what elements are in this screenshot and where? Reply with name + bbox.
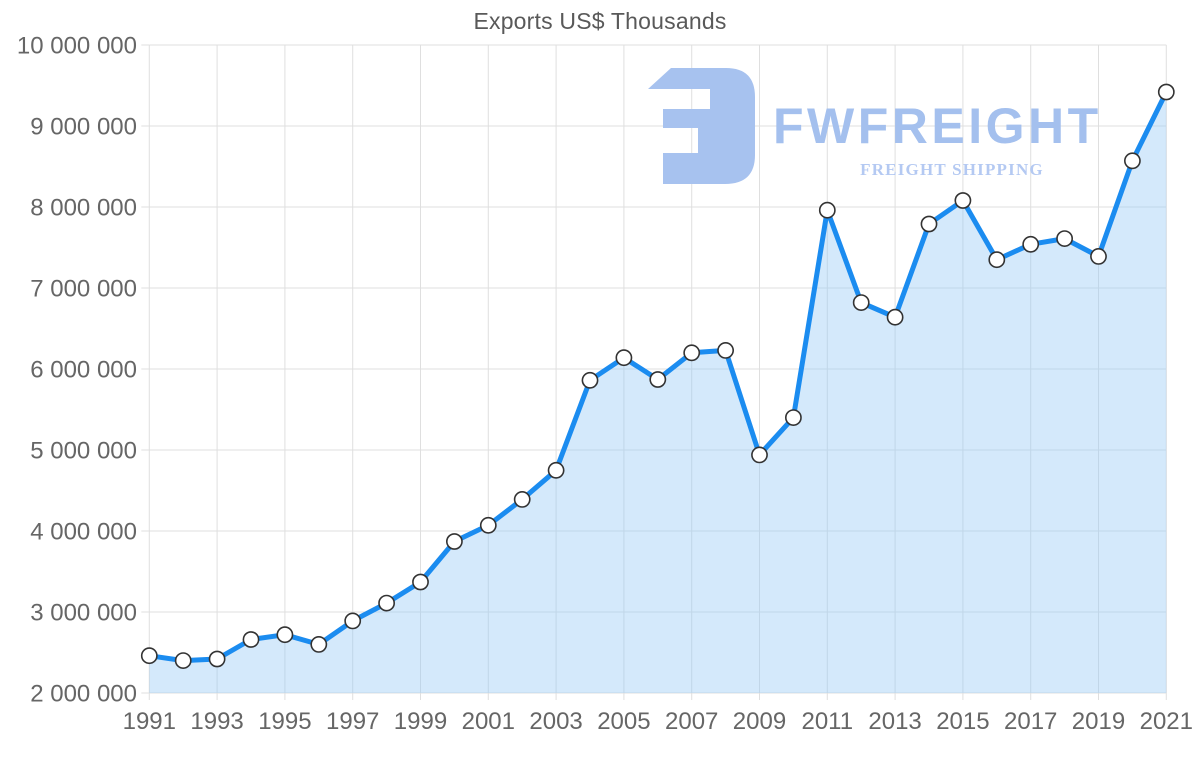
data-point-marker[interactable]: [785, 409, 802, 426]
x-axis-tick-label: 2019: [1072, 708, 1125, 735]
data-point-marker[interactable]: [1124, 152, 1141, 170]
data-point-marker[interactable]: [751, 446, 768, 464]
x-axis-tick-label: 1991: [123, 708, 176, 735]
grid-layer: [141, 44, 1167, 700]
y-axis-labels: 2 000 000 3 000 000 4 000 000 5 000 000 6 00…: [17, 33, 137, 708]
y-axis-tick-label: 4 000 000: [30, 519, 137, 546]
chart-title: Exports US$ Thousands: [473, 8, 727, 34]
data-point-markers: [140, 83, 1175, 669]
data-point-marker[interactable]: [954, 192, 972, 209]
x-axis-tick-label: 1999: [394, 708, 447, 735]
x-axis-tick-label: 2013: [868, 708, 921, 735]
x-axis-tick-label: 2009: [733, 708, 786, 735]
data-point-marker[interactable]: [615, 349, 633, 367]
y-axis-tick-label: 5 000 000: [30, 438, 137, 465]
data-point-marker[interactable]: [276, 626, 294, 644]
data-point-marker[interactable]: [513, 490, 531, 508]
x-axis-tick-label: 2007: [665, 708, 718, 735]
x-axis-tick-label: 2011: [801, 708, 853, 735]
data-point-marker[interactable]: [1022, 235, 1040, 253]
data-point-marker[interactable]: [649, 371, 667, 388]
data-point-marker[interactable]: [852, 294, 870, 311]
data-point-marker[interactable]: [1090, 247, 1107, 265]
data-point-marker[interactable]: [581, 371, 599, 389]
data-point-marker[interactable]: [479, 516, 497, 534]
data-point-marker[interactable]: [378, 594, 395, 612]
data-point-marker[interactable]: [547, 461, 565, 479]
watermark-brand-text: FWFREIGHT: [773, 98, 1102, 154]
x-axis-tick-label: 1995: [258, 708, 311, 735]
data-point-marker[interactable]: [242, 631, 260, 648]
x-axis-tick-label: 2003: [529, 708, 582, 735]
data-point-marker[interactable]: [445, 533, 463, 550]
y-axis-tick-label: 8 000 000: [30, 195, 137, 222]
x-axis-tick-label: 1997: [326, 708, 379, 735]
data-point-marker[interactable]: [988, 251, 1006, 269]
data-point-marker[interactable]: [140, 647, 158, 665]
data-point-marker[interactable]: [818, 201, 836, 219]
y-axis-tick-label: 7 000 000: [30, 276, 137, 303]
y-axis-tick-label: 10 000 000: [17, 33, 137, 60]
y-axis-tick-label: 3 000 000: [30, 600, 137, 627]
y-axis-tick-label: 2 000 000: [30, 681, 137, 708]
x-axis-tick-label: 1993: [190, 708, 243, 735]
data-point-marker[interactable]: [683, 344, 701, 362]
data-point-marker[interactable]: [1056, 230, 1073, 247]
y-axis-tick-label: 6 000 000: [30, 357, 137, 384]
data-point-marker[interactable]: [1157, 83, 1175, 101]
fwfreight-logo-icon: [648, 68, 755, 184]
y-axis-tick-label: 9 000 000: [30, 114, 137, 141]
data-point-marker[interactable]: [412, 573, 429, 591]
x-axis-tick-label: 2001: [462, 708, 515, 735]
x-axis-tick-label: 2015: [936, 708, 989, 735]
data-point-marker[interactable]: [174, 652, 192, 669]
x-axis-labels: 1991 1993 1995 1997 1999 2001 2003 2005 2007 2009…: [123, 708, 1193, 735]
data-point-marker[interactable]: [310, 636, 328, 653]
x-axis-tick-label: 2021: [1140, 708, 1193, 735]
exports-area-fill: [149, 92, 1167, 693]
watermark: FWFREIGHT FREIGHT SHIPPING: [648, 68, 1102, 184]
data-point-marker[interactable]: [344, 612, 362, 630]
data-point-marker[interactable]: [886, 308, 904, 326]
data-point-marker[interactable]: [717, 341, 734, 359]
x-axis-tick-label: 2017: [1004, 708, 1057, 735]
data-point-marker[interactable]: [920, 215, 938, 233]
x-axis-tick-label: 2005: [597, 708, 650, 735]
watermark-tagline-text: FREIGHT SHIPPING: [860, 160, 1044, 179]
data-point-marker[interactable]: [208, 650, 226, 668]
